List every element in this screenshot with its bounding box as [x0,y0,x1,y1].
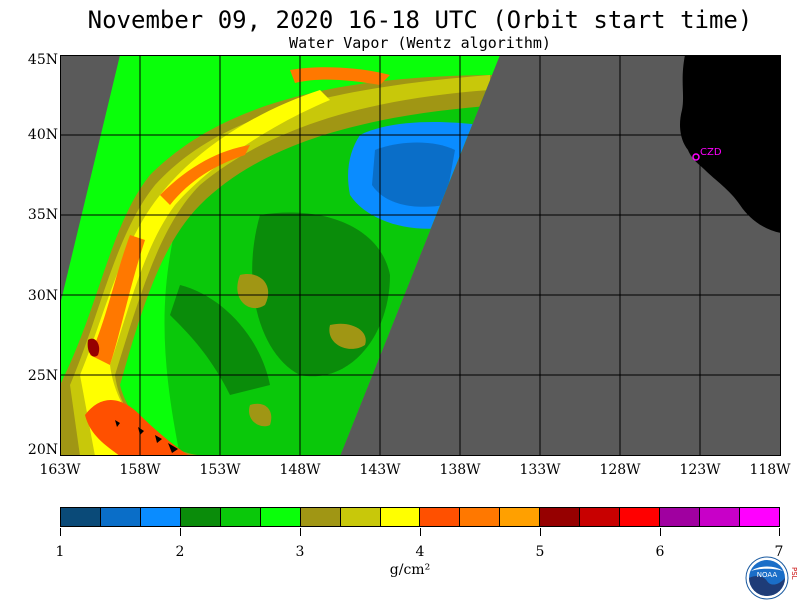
map-title: November 09, 2020 16-18 UTC (Orbit start… [87,6,753,34]
lon-label: 158W [119,462,161,478]
logo-text: NOAA [757,571,778,579]
colorbar-tick-label: 3 [295,544,305,560]
colorbar-tick-label: 7 [774,544,784,560]
lat-label: 45N [27,52,58,68]
colorbar-swatch [100,508,141,526]
colorbar-swatch [739,508,779,526]
map-canvas: CZD [60,55,781,456]
colorbar-tick [540,528,541,536]
colorbar-swatch [460,508,501,526]
colorbar [60,507,780,527]
colorbar-swatch [380,508,421,526]
colorbar-tick [180,528,181,536]
lat-label: 25N [27,368,58,384]
colorbar-swatch [61,508,101,526]
map-subtitle: Water Vapor (Wentz algorithm) [289,34,551,52]
lon-label: 138W [439,462,481,478]
land-mass [680,55,781,233]
colorbar-swatch [540,508,581,526]
lon-label: 133W [519,462,561,478]
colorbar-swatch [500,508,541,526]
colorbar-swatch [620,508,661,526]
colorbar-swatch [300,508,341,526]
lon-label: 148W [279,462,321,478]
colorbar-unit: g/cm² [389,562,431,578]
colorbar-swatch [140,508,181,526]
colorbar-tick [660,528,661,536]
islands [115,420,178,453]
colorbar-tick-label: 6 [655,544,665,560]
colorbar-tick [779,528,780,536]
lat-lon-grid [60,55,781,456]
colorbar-tick-label: 1 [55,544,65,560]
lat-label: 20N [27,442,58,458]
colorbar-swatch [220,508,261,526]
colorbar-tick-label: 5 [535,544,545,560]
colorbar-tick [60,528,61,536]
colorbar-swatch [660,508,700,526]
data-swath [60,55,500,456]
lon-label: 128W [599,462,641,478]
colorbar-swatch [340,508,381,526]
colorbar-tick [300,528,301,536]
lon-label: 153W [199,462,241,478]
logo-side-text: PSL [790,567,798,580]
lon-label: 118W [749,462,791,478]
station-marker-icon [692,153,700,161]
water-vapor-map: CZD [60,55,781,456]
noaa-logo-icon: NOAA PSL [745,556,798,600]
colorbar-swatch [420,508,461,526]
colorbar-tick [420,528,421,536]
colorbar-swatch [260,508,301,526]
colorbar-swatch [700,508,740,526]
lat-label: 30N [27,288,58,304]
lat-label: 40N [27,127,58,143]
colorbar-tick-label: 4 [415,544,425,560]
colorbar-swatch [580,508,621,526]
lon-label: 163W [39,462,81,478]
lon-label: 143W [359,462,401,478]
colorbar-swatch [180,508,221,526]
colorbar-tick-label: 2 [175,544,185,560]
lon-label: 123W [679,462,721,478]
lat-label: 35N [27,207,58,223]
station-label: CZD [700,147,722,158]
